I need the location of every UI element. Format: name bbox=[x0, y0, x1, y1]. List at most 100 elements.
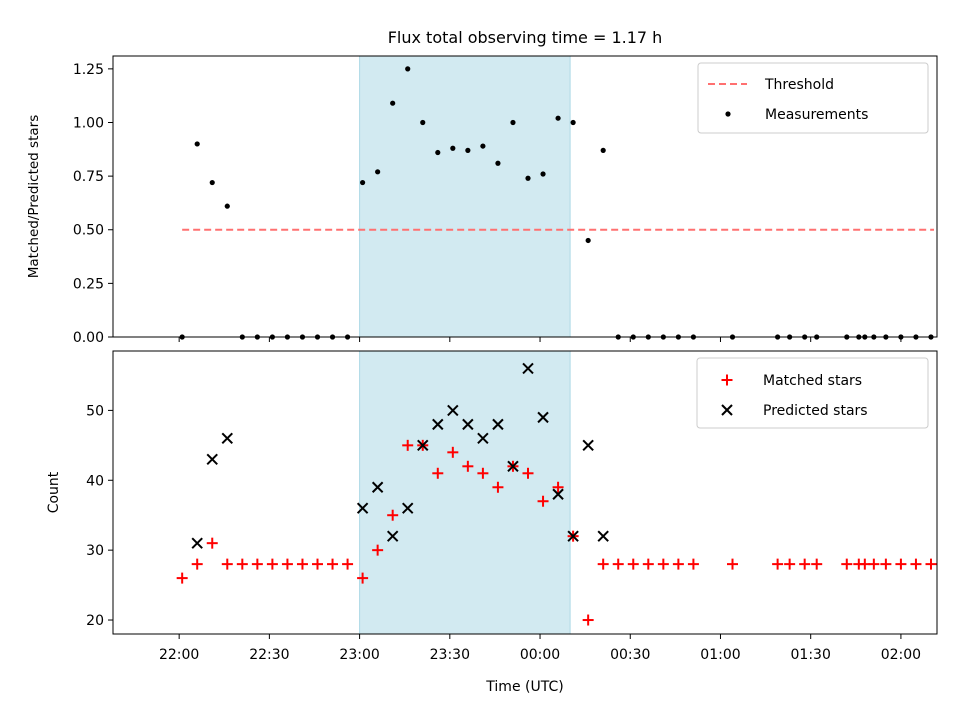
measurement-point bbox=[420, 119, 426, 126]
matched-star-point bbox=[387, 509, 399, 521]
ratio-axes-frame bbox=[112, 55, 938, 338]
measurement-point bbox=[540, 171, 546, 177]
matched-star-point bbox=[784, 558, 796, 570]
ratio-x-ticks bbox=[178, 337, 902, 342]
measurement-point bbox=[360, 179, 366, 186]
matched-star-point bbox=[895, 558, 907, 570]
predicted-star-point bbox=[552, 488, 564, 500]
count-y-tick-label: 20 bbox=[86, 613, 104, 629]
x-axis-label: Time (UTC) bbox=[485, 679, 563, 695]
ratio-legend-box bbox=[697, 62, 929, 134]
matched-star-point bbox=[266, 558, 278, 570]
predicted-star-point bbox=[356, 502, 369, 514]
measurement-point bbox=[435, 149, 441, 156]
legend-predicted-marker bbox=[721, 404, 733, 416]
predicted-star-point bbox=[462, 418, 474, 431]
x-tick-label: 22:30 bbox=[249, 647, 289, 663]
count-y-tick-label: 50 bbox=[86, 403, 104, 419]
matched-star-point bbox=[841, 558, 853, 570]
matched-star-point bbox=[657, 558, 669, 570]
chart-title: Flux total observing time = 1.17 h bbox=[388, 28, 663, 47]
predicted-star-point bbox=[537, 411, 549, 424]
measurement-point bbox=[495, 160, 501, 166]
predicted-star-point bbox=[417, 439, 429, 452]
predicted-star-point bbox=[567, 530, 579, 542]
predicted-star-point bbox=[522, 362, 534, 375]
x-tick-label: 02:00 bbox=[881, 647, 921, 663]
count-axes-frame bbox=[112, 350, 938, 635]
matched-star-point bbox=[672, 558, 684, 570]
legend-predicted-swatch bbox=[721, 404, 733, 416]
matched-star-point bbox=[772, 558, 784, 570]
count-panel: 20 30 40 50 22:00 22:30 23:00 23:30 00:00 00:30 0… bbox=[46, 350, 938, 695]
legend-measurements-swatch bbox=[725, 111, 731, 117]
ratio-y-ticks: 0.00 0.25 0.50 0.75 1.00 1.25 bbox=[73, 62, 113, 346]
predicted-star-point bbox=[447, 404, 459, 417]
matched-star-point bbox=[612, 558, 624, 570]
count-legend: Matched stars Predicted stars bbox=[696, 357, 929, 429]
matched-star-point bbox=[462, 460, 474, 472]
measurement-point bbox=[600, 147, 606, 153]
measurement-point bbox=[194, 141, 200, 147]
matched-star-point bbox=[880, 558, 892, 570]
ratio-y-tick-label: 0.50 bbox=[73, 223, 104, 239]
matched-star-point bbox=[597, 558, 609, 570]
measurement-point bbox=[390, 100, 396, 106]
count-series bbox=[176, 362, 937, 626]
matched-star-point bbox=[552, 481, 564, 493]
predicted-star-point bbox=[221, 432, 233, 445]
ratio-y-tick-label: 0.25 bbox=[73, 276, 104, 292]
predicted-star-point bbox=[582, 439, 594, 452]
count-y-tick-label: 40 bbox=[86, 473, 104, 489]
measurement-point bbox=[510, 119, 516, 126]
matched-star-point bbox=[357, 572, 369, 584]
legend-matched-label: Matched stars bbox=[763, 373, 862, 389]
matched-star-point bbox=[727, 558, 739, 570]
matched-star-point bbox=[402, 439, 414, 451]
count-x-ticks: 22:00 22:30 23:00 23:30 00:00 00:30 01:00 01:30… bbox=[159, 634, 921, 663]
measurement-point bbox=[209, 179, 215, 186]
measurement-point bbox=[405, 66, 411, 72]
measurement-point bbox=[224, 203, 230, 209]
measurement-point bbox=[375, 169, 381, 175]
predicted-star-point bbox=[597, 530, 609, 542]
predicted-star-point bbox=[371, 481, 384, 493]
ratio-y-tick-label: 0.75 bbox=[73, 169, 104, 185]
count-legend-box bbox=[696, 357, 929, 429]
predicted-star-point bbox=[386, 530, 399, 542]
observing-window-shade-bottom bbox=[359, 350, 571, 635]
ratio-y-tick-label: 0.00 bbox=[73, 330, 104, 346]
observing-window-shade bbox=[359, 55, 571, 338]
predicted-star-point bbox=[477, 432, 489, 445]
predicted-star-point bbox=[507, 460, 519, 473]
matched-star-point bbox=[311, 558, 323, 570]
matched-star-point bbox=[221, 558, 233, 570]
legend-measurements-label: Measurements bbox=[765, 107, 868, 123]
matched-star-point bbox=[811, 558, 823, 570]
count-y-ticks: 20 30 40 50 bbox=[86, 403, 113, 629]
measurement-point bbox=[555, 115, 561, 121]
measurement-point bbox=[525, 175, 531, 181]
matched-star-point bbox=[868, 558, 880, 570]
ratio-y-tick-label: 1.25 bbox=[73, 62, 104, 78]
matched-star-point bbox=[582, 614, 594, 626]
count-y-tick-label: 30 bbox=[86, 543, 104, 559]
matched-star-point bbox=[925, 558, 937, 570]
measurement-point bbox=[480, 143, 486, 149]
predicted-star-point bbox=[492, 418, 504, 431]
measurement-point bbox=[570, 119, 576, 126]
measurement-point bbox=[465, 147, 471, 153]
matched-star-point bbox=[176, 572, 188, 584]
predicted-star-point bbox=[206, 453, 218, 466]
measurement-point bbox=[450, 145, 456, 151]
x-tick-label: 23:30 bbox=[430, 647, 470, 663]
legend-threshold-label: Threshold bbox=[764, 77, 834, 93]
matched-star-point bbox=[627, 558, 639, 570]
matched-star-point bbox=[251, 558, 263, 570]
x-tick-label: 00:00 bbox=[520, 647, 560, 663]
x-tick-label: 01:30 bbox=[791, 647, 831, 663]
x-tick-label: 22:00 bbox=[159, 647, 199, 663]
ratio-panel: 0.00 0.25 0.50 0.75 1.00 1.25 Flux total obse… bbox=[26, 28, 938, 346]
matched-star-point bbox=[432, 467, 444, 479]
